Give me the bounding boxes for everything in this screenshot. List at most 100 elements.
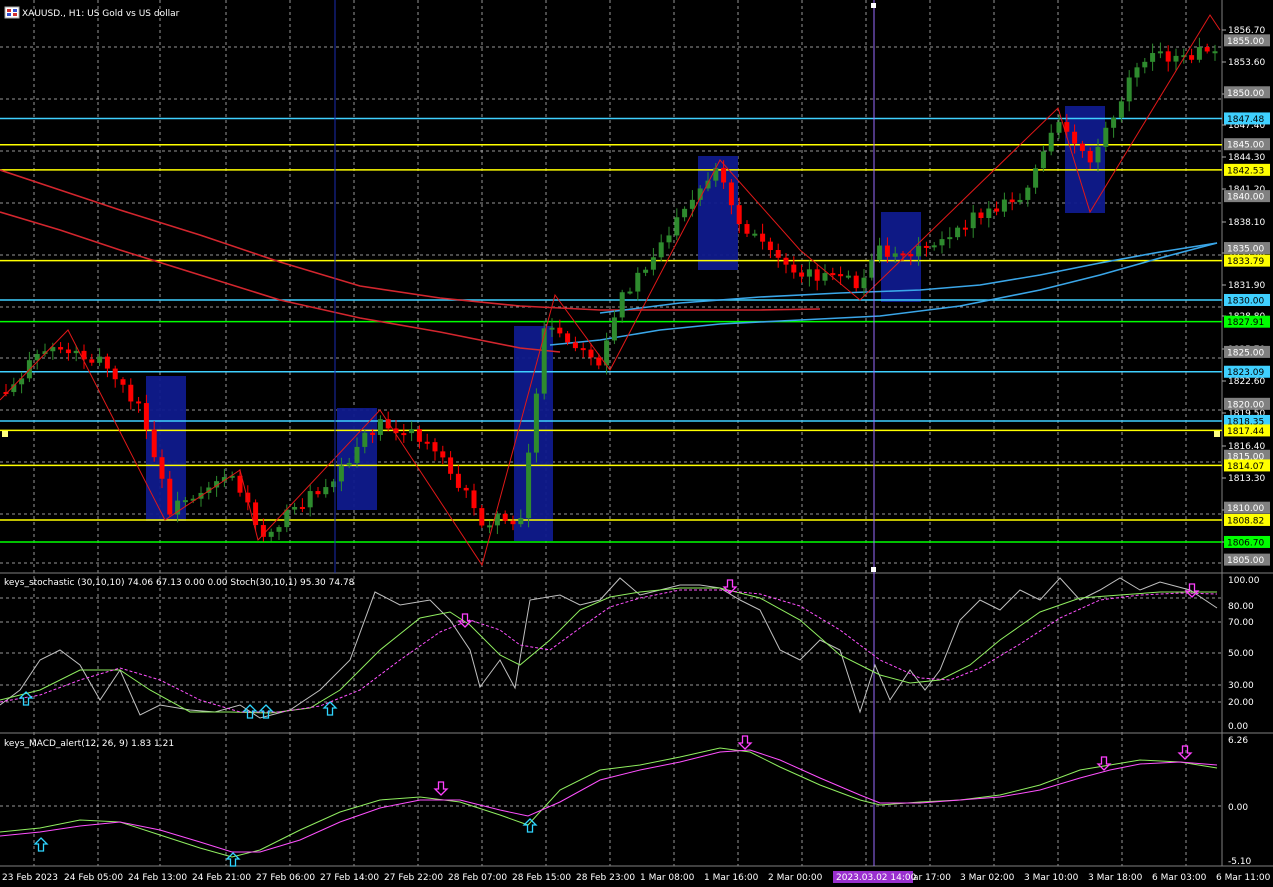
candle-body <box>81 350 87 360</box>
price-tick-label: 1831.90 <box>1228 281 1265 291</box>
candle-body <box>580 348 586 351</box>
candle-body <box>73 350 79 354</box>
candle-body <box>104 356 110 369</box>
hline-price-label: 1827.91 <box>1227 318 1264 328</box>
price-level-tag <box>1224 553 1270 566</box>
candle-body <box>463 487 469 491</box>
candle-body <box>245 492 251 503</box>
macd-level-label: -5.10 <box>1228 857 1252 867</box>
ma-blue-line <box>599 242 1218 314</box>
candle-body <box>377 419 383 435</box>
time-label: 2 Mar 00:00 <box>768 873 823 883</box>
candle-body <box>58 347 64 350</box>
chart-window-icon[interactable] <box>4 6 20 19</box>
candle-body <box>307 491 313 508</box>
candle-body <box>767 241 773 251</box>
sell-arrow-icon <box>1184 583 1200 598</box>
candle-body <box>416 429 422 442</box>
price-level-label: 1820.00 <box>1227 400 1264 410</box>
time-label: 6 Mar 03:00 <box>1152 873 1207 883</box>
candle-body <box>182 500 188 503</box>
ma-red-line <box>0 169 821 311</box>
candle-body <box>978 212 984 218</box>
candle-body <box>596 357 602 366</box>
sell-arrow-icon <box>433 781 449 796</box>
buy-arrow-icon <box>18 691 34 706</box>
candle-body <box>806 269 812 277</box>
candle-body <box>518 518 524 525</box>
candle-body <box>838 274 844 277</box>
line-handle <box>871 567 876 572</box>
candle-body <box>1048 132 1054 152</box>
candle-body <box>900 253 906 256</box>
line-handle <box>2 431 8 437</box>
ma-red-line <box>0 211 561 353</box>
candle-body <box>1196 47 1202 60</box>
candle-body <box>1017 199 1023 203</box>
candle-body <box>721 167 727 183</box>
candle-body <box>136 401 142 404</box>
candle-body <box>112 368 118 380</box>
candle-body <box>565 333 571 343</box>
candle-body <box>338 465 344 482</box>
hline-price-label: 1814.07 <box>1227 462 1264 472</box>
candle-body <box>315 491 321 495</box>
price-level-label: 1835.00 <box>1227 245 1264 255</box>
candle-body <box>401 433 407 436</box>
candle-body <box>736 205 742 225</box>
time-label: 28 Feb 07:00 <box>448 873 507 883</box>
vertical-lines[interactable] <box>2 0 1220 866</box>
candle-body <box>611 317 617 341</box>
price-level-tag <box>1224 397 1270 410</box>
moving-averages <box>0 169 1218 353</box>
hline-price-label: 1823.09 <box>1227 368 1264 378</box>
candle-body <box>42 351 48 355</box>
candle-body <box>299 506 305 509</box>
candle-body <box>128 384 134 402</box>
zigzag-indicator <box>0 14 1221 567</box>
line-handle <box>871 3 876 8</box>
price-axis: 1856.701853.601850.501847.401844.301841.… <box>1222 26 1270 867</box>
stochastic-raw-line <box>0 577 1218 719</box>
candle-body <box>510 520 516 525</box>
candle-body <box>11 384 17 393</box>
candle-body <box>658 242 664 258</box>
time-axis: 23 Feb 2023 24 Feb 05:00 24 Feb 13:00 24 Fe… <box>2 871 1271 883</box>
candle-body <box>713 167 719 181</box>
hline-price-tag <box>1224 293 1270 306</box>
price-level-label: 1840.00 <box>1227 193 1264 203</box>
price-tick-label: 1844.30 <box>1228 153 1265 163</box>
candle-body <box>323 487 329 495</box>
hline-price-label: 1808.82 <box>1227 516 1264 526</box>
candle-body <box>822 273 828 281</box>
candle-body <box>1001 199 1007 212</box>
candle-body <box>97 356 103 363</box>
macd-main-line <box>0 747 1218 858</box>
price-level-tag <box>1224 345 1270 358</box>
candle-body <box>791 264 797 273</box>
candle-body <box>752 233 758 236</box>
price-level-label: 1825.00 <box>1227 348 1264 358</box>
candle-body <box>1212 51 1218 54</box>
candle-body <box>931 245 937 248</box>
price-level-label: 1815.00 <box>1227 452 1264 462</box>
buy-arrow-icon <box>522 818 538 833</box>
candle-body <box>34 354 40 361</box>
candle-body <box>674 217 680 236</box>
price-level-label: 1850.00 <box>1227 89 1264 99</box>
candle-body <box>502 513 508 521</box>
candle-body <box>1173 55 1179 62</box>
line-handle <box>1214 431 1220 437</box>
candle-body <box>923 245 929 248</box>
hline-price-label: 1842.53 <box>1227 166 1264 176</box>
candle-body <box>1189 55 1195 60</box>
hline-price-label: 1833.79 <box>1227 257 1264 267</box>
horizontal-levels[interactable] <box>0 117 1222 543</box>
stochastic-level-label: 0.00 <box>1228 722 1248 732</box>
price-level-tag <box>1224 190 1270 203</box>
candle-body <box>1033 168 1039 188</box>
candle-body <box>1009 199 1015 203</box>
candle-body <box>167 478 173 515</box>
price-level-tag <box>1224 138 1270 151</box>
